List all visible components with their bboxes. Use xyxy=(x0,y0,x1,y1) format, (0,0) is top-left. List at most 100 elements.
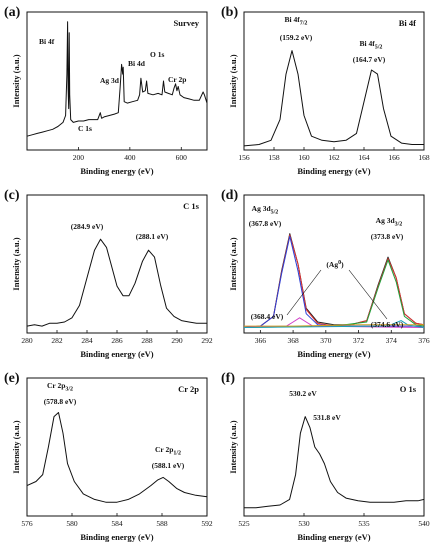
panel-label: (b) xyxy=(221,5,238,20)
x-tick-label: 288 xyxy=(141,336,153,345)
panel-title: O 1s xyxy=(400,384,417,394)
peak-value-o1s-1: 530.2 eV xyxy=(289,389,317,398)
peak-value-bi4f72: (159.2 eV) xyxy=(280,33,313,42)
peak-value-cr2p12: (588.1 eV) xyxy=(152,461,185,470)
x-tick-label: 525 xyxy=(238,519,250,528)
x-axis-label: Binding energy (eV) xyxy=(80,166,153,176)
chart-panel-f: 525 530 535 540 Binding energy (eV) Intensity… xyxy=(221,371,430,542)
x-tick-label: 576 xyxy=(21,519,33,528)
x-tick-label: 280 xyxy=(21,336,33,345)
chart-panel-b: 156 158 160 162 164 166 168 Binding energy (eV)… xyxy=(221,5,430,176)
x-tick-label: 158 xyxy=(268,153,280,162)
x-tick-label: 600 xyxy=(176,153,188,162)
peak-label-ag3d52: Ag 3d5/2 xyxy=(252,204,279,216)
peak-value-ag3d52: (367.8 eV) xyxy=(249,219,282,228)
chart-panel-d: 366 368 370 372 374 376 Binding energy (eV) Int… xyxy=(221,188,430,359)
peak-label-cr2p32-subscript: 3/2 xyxy=(65,387,73,393)
peak-label-cr2p12: Cr 2p1/2 xyxy=(155,445,181,457)
peak-label-ag3d52-main: Ag 3d xyxy=(252,204,272,213)
peak-label-bi4f52: Bi 4f5/2 xyxy=(360,39,383,51)
x-tick-label: 200 xyxy=(73,153,85,162)
label-ag0-superscript: 0 xyxy=(338,260,341,266)
x-axis-label: Binding energy (eV) xyxy=(80,532,153,542)
peak-label-cr2p12-subscript: 1/2 xyxy=(173,451,181,457)
peak-value-c1s-2: (288.1 eV) xyxy=(136,232,169,241)
y-axis-label: Intensity (a.u.) xyxy=(228,237,238,290)
peak-label-ag3d32-subscript: 3/2 xyxy=(395,222,403,228)
series-line-0 xyxy=(26,412,208,503)
peak-label-bi4f52-subscript: 5/2 xyxy=(375,45,383,51)
label-ag0: (Ag0) xyxy=(326,260,344,269)
panel-title: Cr 2p xyxy=(178,384,199,394)
x-tick-label: 162 xyxy=(328,153,340,162)
pointer-line xyxy=(348,269,388,320)
x-axis-label: Binding energy (eV) xyxy=(297,349,370,359)
peak-value-o1s-2: 531.8 eV xyxy=(313,413,341,422)
y-axis-label: Intensity (a.u.) xyxy=(228,420,238,473)
panel-label: (d) xyxy=(221,188,238,203)
peak-label-bi4f72-main: Bi 4f xyxy=(285,15,301,24)
peak-label-cr2p12-main: Cr 2p xyxy=(155,445,173,454)
peak-label-bi4f72-subscript: 7/2 xyxy=(300,21,308,27)
y-axis-label: Intensity (a.u.) xyxy=(11,54,21,107)
series-line-6 xyxy=(244,324,424,327)
series-line-0 xyxy=(243,50,424,147)
peak-value-cr2p32: (578.8 eV) xyxy=(44,397,77,406)
peak-label-bi4d: Bi 4d xyxy=(128,59,146,68)
x-tick-label: 400 xyxy=(124,153,136,162)
panel-label: (a) xyxy=(4,5,21,20)
x-tick-label: 374 xyxy=(386,336,398,345)
series-line-5 xyxy=(243,320,425,328)
series-line-0 xyxy=(26,21,208,137)
x-axis-label: Binding energy (eV) xyxy=(80,349,153,359)
x-tick-label: 376 xyxy=(418,336,430,345)
chart-panel-c: 280 282 284 286 288 290 292 Binding energy (eV)… xyxy=(4,188,213,359)
x-tick-label: 290 xyxy=(171,336,183,345)
peak-label-ag3d: Ag 3d xyxy=(100,76,120,85)
plot-frame xyxy=(243,11,425,151)
peak-label-o1s: O 1s xyxy=(150,50,164,59)
x-tick-label: 535 xyxy=(358,519,370,528)
x-tick-label: 156 xyxy=(238,153,250,162)
x-tick-label: 530 xyxy=(298,519,310,528)
x-tick-label: 372 xyxy=(353,336,365,345)
y-axis-label: Intensity (a.u.) xyxy=(228,54,238,107)
x-tick-label: 366 xyxy=(255,336,267,345)
plot-frame xyxy=(26,194,208,334)
x-tick-label: 292 xyxy=(201,336,213,345)
peak-label-cr2p32: Cr 2p3/2 xyxy=(47,381,73,393)
x-tick-label: 592 xyxy=(201,519,213,528)
x-tick-label: 584 xyxy=(111,519,123,528)
peak-value-ag3d32: (373.8 eV) xyxy=(371,232,404,241)
plot-frame xyxy=(243,377,425,517)
x-tick-label: 588 xyxy=(156,519,168,528)
peak-value-bi4f52: (164.7 eV) xyxy=(353,55,386,64)
plot-frame xyxy=(243,194,425,334)
pointer-line xyxy=(286,269,322,316)
x-tick-label: 370 xyxy=(320,336,332,345)
chart-panel-a: 200 400 600 Binding energy (eV) Intensity (a… xyxy=(4,5,208,176)
x-tick-label: 284 xyxy=(81,336,93,345)
panel-label: (f) xyxy=(221,371,235,386)
panel-title: Bi 4f xyxy=(399,18,416,28)
peak-label-bi4f: Bi 4f xyxy=(39,37,55,46)
peak-value-ag0-1: (368.4 eV) xyxy=(251,312,284,321)
peak-label-c1s: C 1s xyxy=(78,124,92,133)
x-axis-label: Binding energy (eV) xyxy=(297,532,370,542)
series-line-0 xyxy=(26,238,207,327)
label-ag0-main: (Ag xyxy=(326,260,338,269)
series-line-0 xyxy=(244,416,425,509)
panel-title: Survey xyxy=(174,18,200,28)
peak-label-cr2p32-main: Cr 2p xyxy=(47,381,65,390)
chart-panel-e: 576 580 584 588 592 Binding energy (eV) Intens… xyxy=(4,371,213,542)
x-tick-label: 282 xyxy=(51,336,63,345)
x-tick-label: 168 xyxy=(418,153,430,162)
panel-label: (c) xyxy=(4,188,20,203)
plot-frame xyxy=(26,11,208,151)
peak-value-c1s-1: (284.9 eV) xyxy=(71,222,104,231)
y-axis-label: Intensity (a.u.) xyxy=(11,420,21,473)
peak-label-cr2p: Cr 2p xyxy=(168,75,186,84)
x-tick-label: 368 xyxy=(287,336,299,345)
x-axis-label: Binding energy (eV) xyxy=(297,166,370,176)
peak-label-bi4f52-main: Bi 4f xyxy=(360,39,376,48)
